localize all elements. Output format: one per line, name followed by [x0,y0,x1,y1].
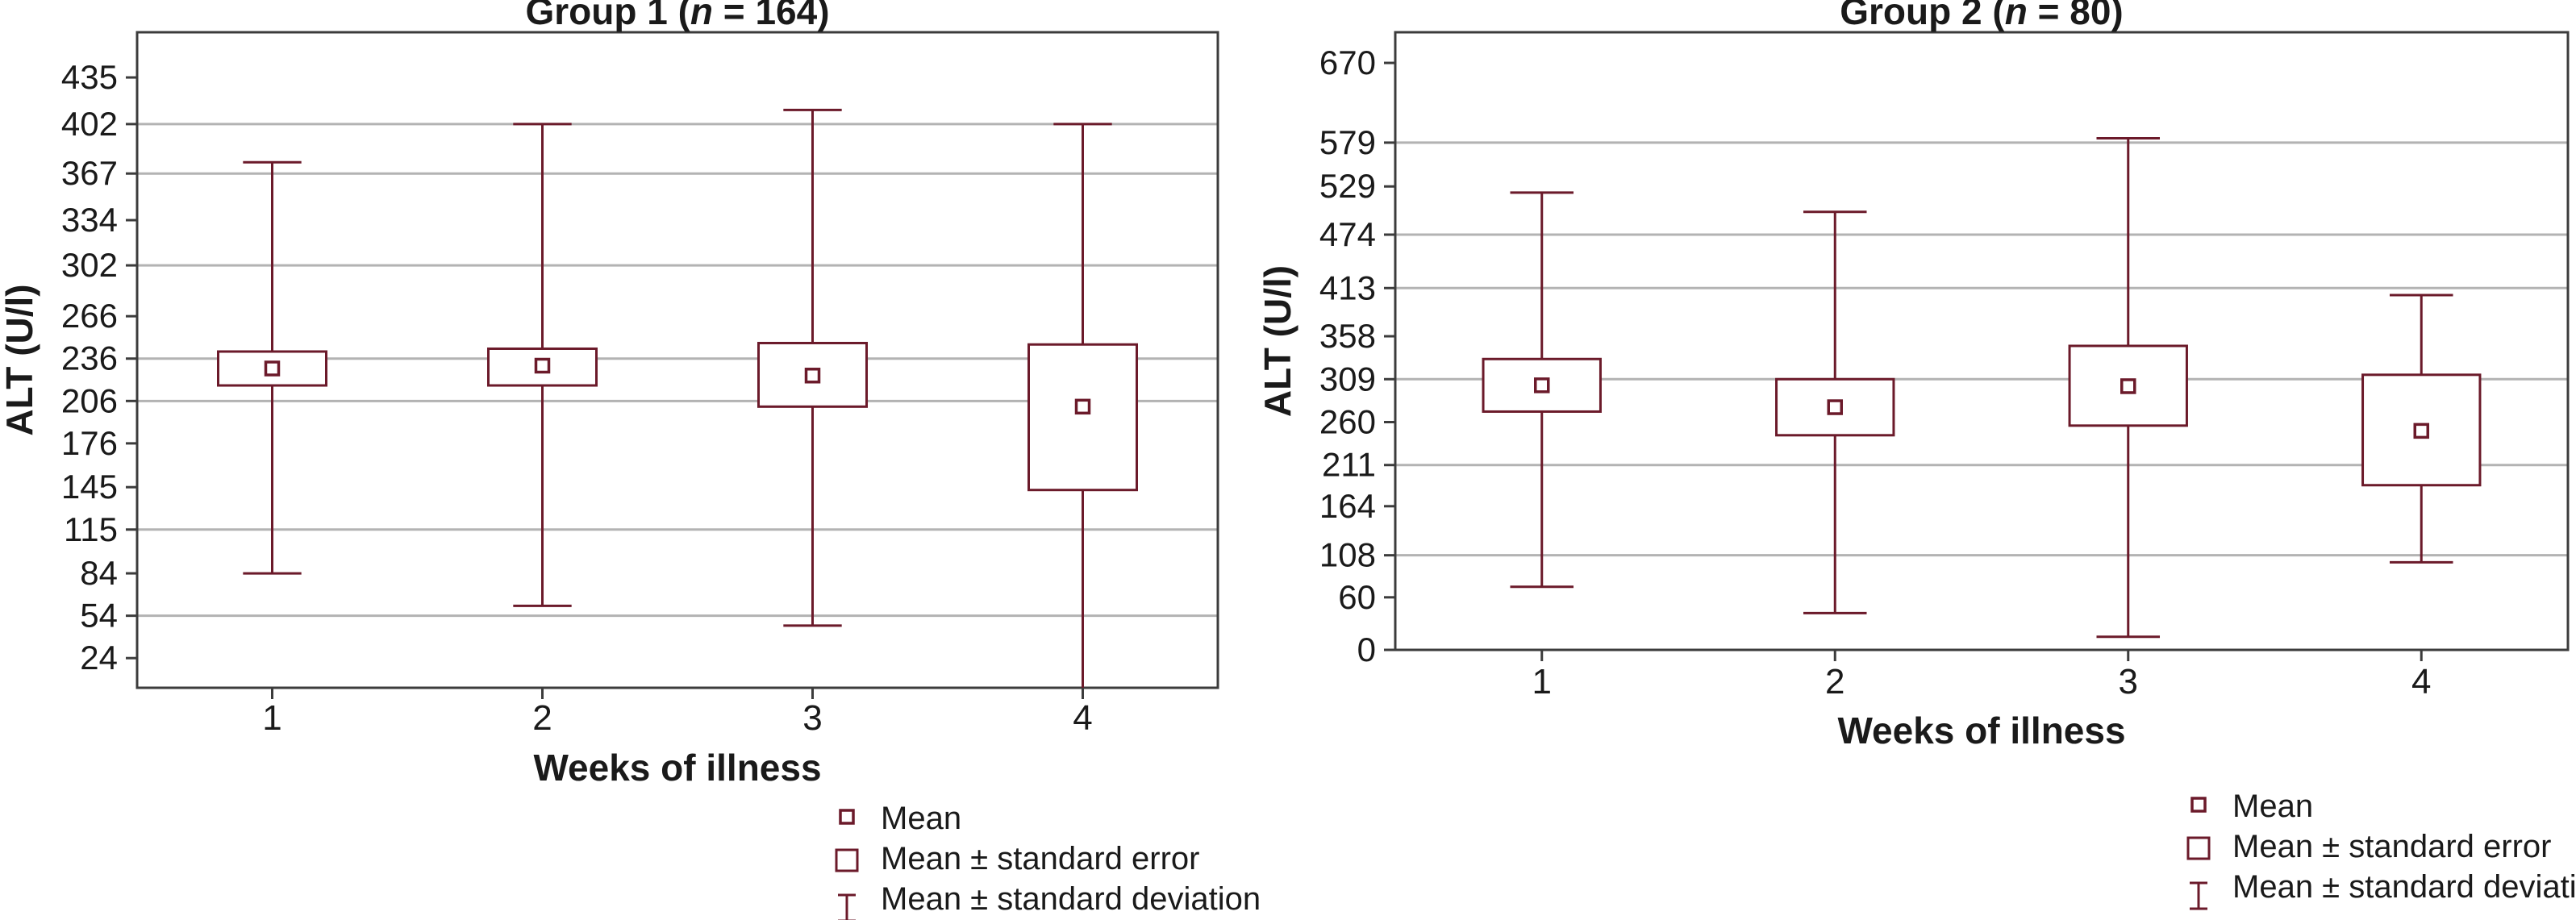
y-tick-label: 115 [64,510,118,548]
legend-entry-label: Mean ± standard deviation [881,881,1261,917]
mean-marker [804,368,821,384]
x-tick-label: 1 [1532,662,1552,701]
x-tick-label: 1 [262,698,281,738]
chart-title-prefix: Group 2 ( [1840,0,2005,32]
y-tick-label: 266 [61,297,118,335]
legend: Mean Mean ± standard error Mean ± standard… [835,801,1261,920]
y-tick-label: 435 [61,58,118,96]
y-tick-label: 529 [1319,167,1376,205]
x-tick-label: 3 [802,698,822,738]
y-tick-label: 164 [1319,487,1376,525]
chart-title-suffix: = 80) [2028,0,2124,32]
legend-mean-icon [839,809,855,825]
chart-title-suffix: = 164) [713,0,830,32]
y-axis-label: ALT (U/l) [0,284,40,435]
mean-marker [1074,398,1091,415]
y-tick-label: 145 [61,468,118,506]
plot-frame [1394,31,2570,651]
chart-title-n: n [690,0,713,32]
legend-entry-label: Mean [881,801,961,836]
legend-entry-label: Mean ± standard error [881,841,1199,876]
y-tick-label: 236 [61,339,118,377]
y-tick-label: 176 [61,424,118,462]
y-tick-label: 206 [61,381,118,419]
y-tick-label: 309 [1319,360,1376,398]
x-tick-label: 4 [2411,662,2431,701]
x-tick-label: 4 [1073,698,1092,738]
x-axis-label: Weeks of illness [1837,710,2125,751]
legend-mean-icon [2190,797,2207,813]
plot-frame [135,31,1219,689]
legend-entry-label: Mean ± standard deviation [2232,869,2576,905]
legend-se-icon [2186,836,2211,860]
y-tick-label: 402 [61,105,118,143]
y-tick-label: 54 [80,597,118,635]
mean-marker [1827,399,1843,415]
y-tick-label: 0 [1357,631,1376,668]
x-axis-label: Weeks of illness [533,747,821,789]
y-tick-label: 260 [1319,403,1376,441]
y-tick-label: 670 [1319,44,1376,81]
mean-marker [2120,378,2136,394]
y-tick-label: 24 [80,639,118,676]
x-tick-label: 2 [1825,662,1844,701]
y-axis-label: ALT (U/l) [1257,265,1298,417]
chart-title: Group 1 (n = 164) [525,0,829,32]
y-tick-label: 358 [1319,317,1376,355]
legend: Mean Mean ± standard error Mean ± standard… [2186,789,2576,910]
se-box [1027,343,1138,492]
chart-title-prefix: Group 1 ( [525,0,690,32]
y-tick-label: 211 [1322,446,1376,484]
mean-marker [264,360,281,377]
y-tick-label: 474 [1319,215,1376,253]
mean-marker [1534,377,1550,393]
y-tick-label: 334 [61,201,118,239]
se-box [217,350,327,387]
chart-title: Group 2 (n = 80) [1840,0,2123,32]
x-tick-label: 3 [2119,662,2138,701]
y-tick-label: 302 [61,246,118,284]
y-tick-label: 60 [1338,578,1376,616]
y-tick-label: 84 [80,554,118,592]
y-tick-label: 367 [61,154,118,192]
chart-panel-1: 2454841151451762062362663023343674024351… [0,0,1261,920]
y-tick-label: 579 [1319,123,1376,161]
x-tick-label: 2 [532,698,552,738]
legend-entry-label: Mean [2232,789,2313,824]
y-tick-label: 108 [1319,536,1376,574]
mean-marker [534,357,551,374]
mean-marker [2413,423,2429,439]
chart-title-n: n [2005,0,2028,32]
y-tick-label: 413 [1319,269,1376,306]
legend-se-icon [835,848,859,872]
legend-entry-label: Mean ± standard error [2232,829,2551,864]
